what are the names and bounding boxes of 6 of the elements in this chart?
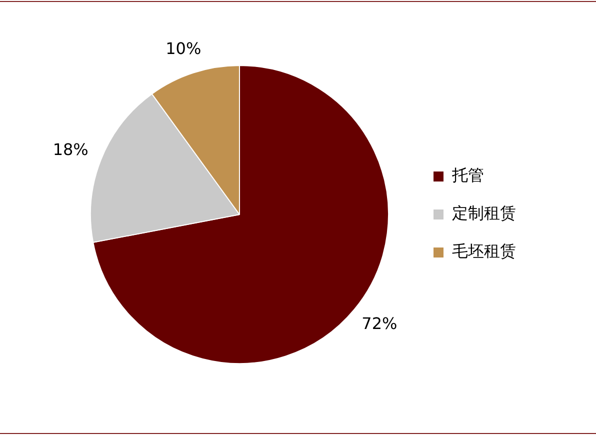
legend-label: 毛坯租赁 [452,242,516,261]
legend-label: 定制租赁 [452,204,516,223]
data-label: 72% [362,314,398,333]
data-label: 18% [52,140,88,159]
legend-label: 托管 [451,166,484,185]
data-label: 10% [166,39,202,58]
